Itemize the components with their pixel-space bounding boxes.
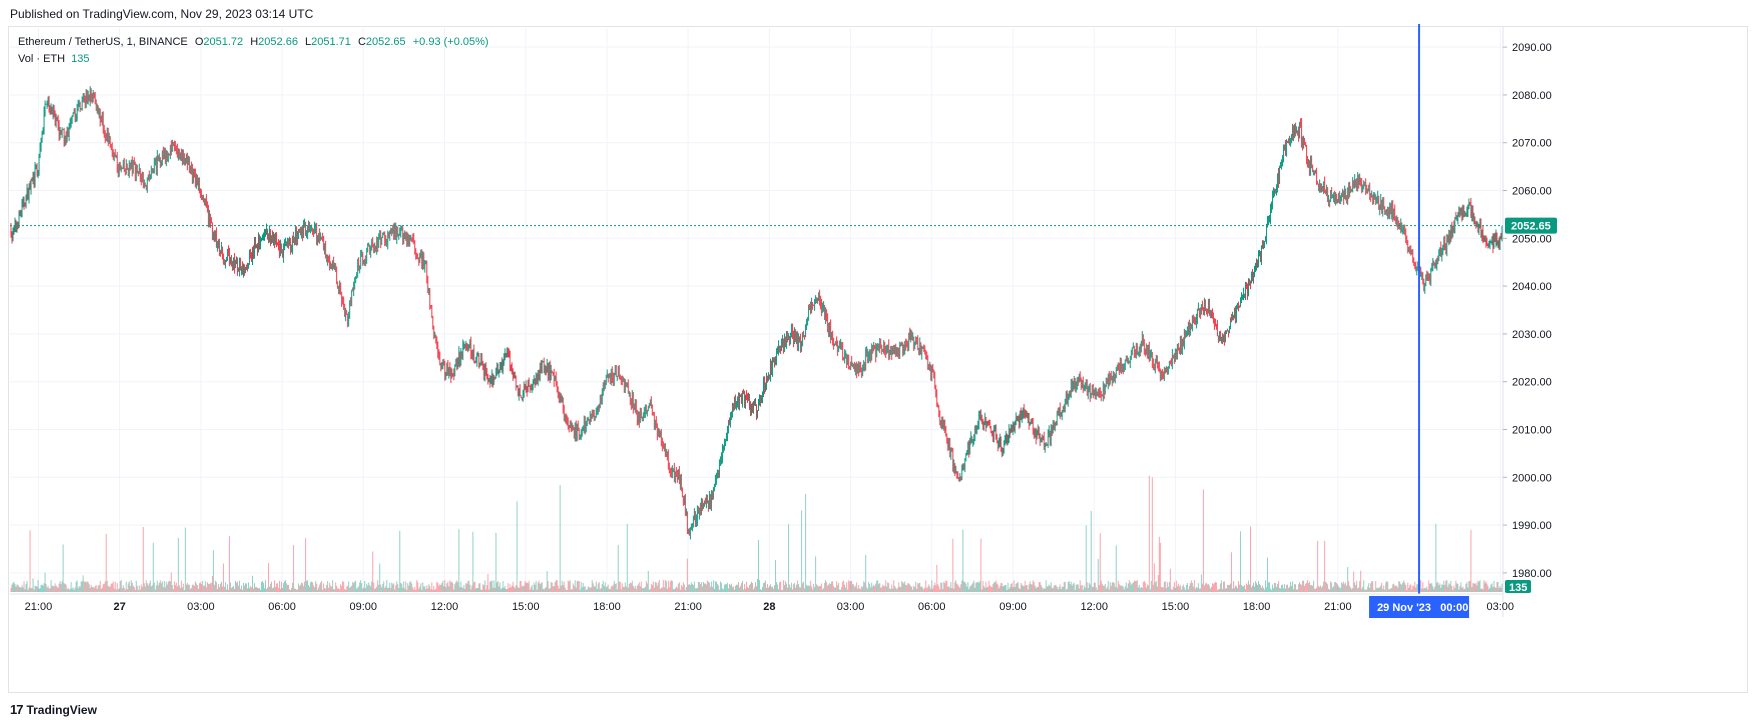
time-tick-label: 03:00 [1487, 601, 1515, 613]
change-value: +0.93 (+0.05%) [412, 36, 489, 48]
tradingview-logo-icon: 17 [10, 702, 24, 717]
low-label: L [305, 36, 312, 48]
time-tick-label: 06:00 [268, 601, 296, 613]
time-tick-label: 18:00 [593, 601, 621, 613]
price-tick-label: 2030.00 [1512, 329, 1552, 341]
time-tick-label: 12:00 [1080, 601, 1108, 613]
brand-name: TradingView [26, 702, 97, 717]
time-tick-label: 09:00 [999, 601, 1027, 613]
time-tick-label: 06:00 [918, 601, 946, 613]
open-label: O [194, 36, 204, 48]
chart-frame[interactable] [8, 26, 1748, 693]
last-price-label: 2052.65 [1511, 221, 1551, 233]
low-value: 2051.71 [311, 36, 351, 48]
last-volume-badge: 135 [1505, 580, 1531, 594]
price-tick-label: 2090.00 [1512, 42, 1552, 54]
price-tick-label: 2020.00 [1512, 377, 1552, 389]
price-tick-label: 2070.00 [1512, 138, 1552, 150]
price-tick-label: 2000.00 [1512, 472, 1552, 484]
candles [10, 86, 1504, 540]
volume-label[interactable]: Vol · ETH [18, 53, 66, 65]
time-tick-label: 15:00 [512, 601, 540, 613]
price-tick-label: 2080.00 [1512, 90, 1552, 102]
close-value: 2052.65 [365, 36, 406, 48]
time-axis: 21:00 27 03:00 06:00 09:00 12:00 15:00 18:00 21:… [25, 601, 1514, 613]
time-tick-label: 21:00 [674, 601, 702, 613]
time-tick-label: 28 [763, 601, 775, 613]
symbol-title[interactable]: Ethereum / TetherUS, 1, BINANCE [18, 36, 188, 48]
price-tick-label: 2050.00 [1512, 233, 1552, 245]
published-caption: Published on TradingView.com, Nov 29, 20… [10, 7, 314, 21]
open-value: 2051.72 [203, 36, 244, 48]
price-tick-label: 1990.00 [1512, 520, 1552, 532]
time-tick-label: 27 [114, 601, 126, 613]
time-tick-label: 12:00 [431, 601, 459, 613]
volume-legend: Vol · ETH 135 [18, 53, 89, 65]
high-value: 2052.66 [258, 36, 298, 48]
crosshair-time-badge: 29 Nov '23 00:00 [1369, 596, 1470, 618]
high-label: H [250, 36, 259, 48]
crosshair-time-label: 29 Nov '23 00:00 [1377, 602, 1468, 614]
close-label: C [357, 36, 366, 48]
price-tick-label: 1980.00 [1512, 568, 1552, 580]
time-tick-label: 18:00 [1243, 601, 1271, 613]
time-tick-label: 21:00 [25, 601, 53, 613]
price-axis: 2090.00 2080.00 2070.00 2060.00 2050.00 2040.… [1503, 42, 1552, 580]
volume-bars [10, 475, 1504, 592]
time-tick-label: 15:00 [1162, 601, 1190, 613]
time-tick-label: 09:00 [350, 601, 378, 613]
time-tick-label: 03:00 [187, 601, 215, 613]
volume-value: 135 [71, 53, 90, 65]
time-tick-label: 21:00 [1324, 601, 1352, 613]
price-tick-label: 2010.00 [1512, 424, 1552, 436]
price-tick-label: 2040.00 [1512, 281, 1552, 293]
time-tick-label: 03:00 [837, 601, 865, 613]
price-tick-label: 2060.00 [1512, 186, 1552, 198]
last-volume-label: 135 [1509, 582, 1527, 594]
ohlc-legend: Ethereum / TetherUS, 1, BINANCE O2051.72… [18, 36, 489, 48]
tradingview-brand[interactable]: 17 TradingView [10, 702, 97, 717]
last-price-badge: 2052.65 [1505, 217, 1557, 234]
grid-lines [10, 28, 1503, 592]
